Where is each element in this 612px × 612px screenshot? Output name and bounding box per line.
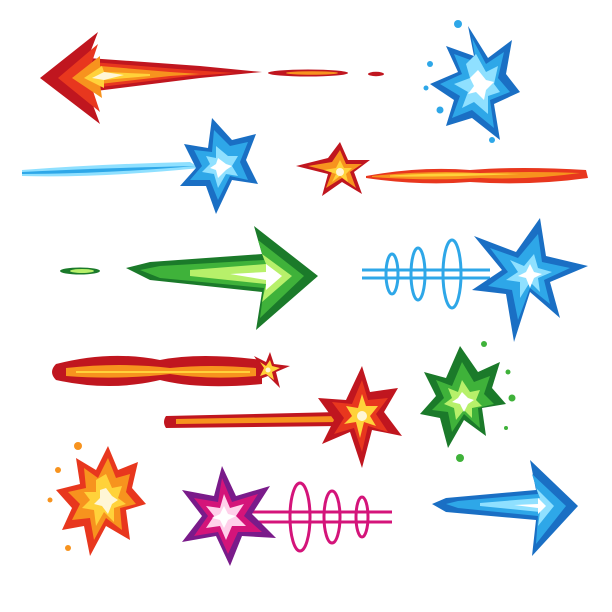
blue-ring-blast-effect — [362, 218, 588, 342]
magenta-ring-blast-effect — [182, 466, 392, 566]
orange-flame-burst-effect — [47, 442, 146, 556]
ice-splash-effect — [423, 20, 520, 143]
green-arrow-effect — [60, 226, 318, 330]
red-laser-effect — [52, 352, 290, 388]
green-splash-effect — [420, 341, 516, 462]
cyan-arrow-effect — [432, 460, 578, 556]
fire-comet-effect — [164, 366, 402, 468]
ice-trail-burst-effect — [22, 118, 258, 214]
fire-star-trail-effect — [296, 142, 588, 196]
fire-arrow-effect — [40, 32, 384, 124]
